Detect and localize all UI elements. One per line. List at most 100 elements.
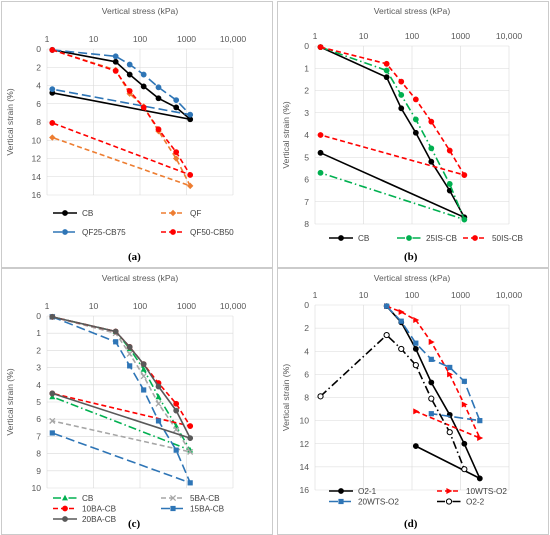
- x-tick-label: 100: [133, 34, 148, 44]
- series-line: [320, 46, 467, 177]
- y-tick-label: 4: [36, 380, 41, 390]
- x-tick-label: 1000: [177, 301, 196, 311]
- legend-marker: [169, 494, 177, 502]
- data-point: [398, 78, 405, 85]
- data-point: [461, 172, 468, 178]
- y-tick-label: 0: [304, 300, 309, 310]
- legend-marker: [169, 209, 177, 217]
- y-tick-label: 8: [36, 117, 41, 127]
- data-point: [173, 407, 180, 414]
- data-point: [140, 71, 147, 78]
- data-point: [112, 53, 119, 60]
- y-tick-label: 10: [299, 416, 309, 426]
- x-tick-label: 1000: [451, 290, 470, 300]
- data-point: [384, 303, 390, 309]
- x-tick-label: 100: [133, 301, 148, 311]
- y-tick-label: 7: [304, 197, 309, 207]
- y-tick-label: 0: [304, 41, 309, 51]
- data-point: [155, 383, 162, 390]
- data-point: [127, 363, 133, 369]
- data-point: [49, 393, 56, 400]
- chart-a: 1 10 100 1000 10,000 0 2 4 6 8 10 12 14 16 Vertical st…: [1, 1, 273, 268]
- series-line: [52, 316, 192, 440]
- data-point: [398, 105, 405, 112]
- y-tick-label: 14: [299, 462, 309, 472]
- data-point: [155, 95, 162, 102]
- data-point: [446, 181, 453, 187]
- legend-label: 20WTS-O2: [358, 498, 399, 507]
- data-point: [140, 361, 147, 368]
- series-line: [320, 46, 467, 220]
- x-axis-title: Vertical stress (kPa): [374, 273, 451, 283]
- data-point: [113, 339, 119, 345]
- data-point: [413, 340, 419, 346]
- y-tick-label: 8: [36, 449, 41, 459]
- y-tick-label: 10: [31, 135, 41, 145]
- data-point: [187, 435, 194, 442]
- data-point: [112, 328, 119, 335]
- legend-label: CB: [358, 234, 370, 243]
- panel-border: [277, 268, 549, 535]
- data-point: [413, 317, 420, 324]
- y-tick-label: 4: [304, 346, 309, 356]
- data-point: [461, 378, 467, 384]
- y-tick-label: 5: [304, 152, 309, 162]
- data-point: [413, 408, 420, 415]
- data-point: [412, 443, 419, 449]
- legend-label: QF50-CB50: [190, 228, 234, 237]
- y-tick-label: 5: [36, 397, 41, 407]
- x-tick-label: 10,000: [220, 301, 247, 311]
- chart-panel-d: 1 10 100 1000 10,000 0 2 4 6 8 10 12 14 16 Vertical st…: [277, 268, 549, 535]
- series-O2-2: [317, 331, 468, 473]
- y-tick-label: 0: [36, 311, 41, 321]
- legend-marker: [445, 498, 453, 505]
- data-point: [140, 366, 147, 372]
- data-point: [428, 158, 435, 165]
- x-tick-label: 100: [405, 290, 420, 300]
- legend: CB 25IS-CB 50IS-CB: [329, 234, 523, 243]
- x-tick-label: 1000: [451, 31, 470, 41]
- y-tick-label: 2: [304, 86, 309, 96]
- series-20BA-CB: [49, 313, 194, 442]
- data-point: [428, 145, 435, 152]
- data-point: [173, 447, 179, 453]
- data-point: [126, 61, 133, 68]
- x-tick-label: 1: [313, 290, 318, 300]
- data-point: [155, 126, 162, 133]
- data-point: [412, 346, 419, 352]
- legend-marker: [338, 498, 344, 505]
- series-QF50-CB50: [49, 47, 194, 178]
- y-tick-label: 16: [299, 485, 309, 495]
- data-point: [140, 104, 147, 111]
- data-point: [317, 393, 324, 400]
- legend-marker: [170, 229, 176, 235]
- data-point: [398, 345, 405, 353]
- series-20WTS-O2: [384, 303, 483, 424]
- x-tick-label: 10,000: [220, 34, 247, 44]
- chart-panel-a: 1 10 100 1000 10,000 0 2 4 6 8 10 12 14 16 Vertical st…: [1, 1, 273, 268]
- y-tick-label: 3: [36, 363, 41, 373]
- data-point: [461, 216, 468, 223]
- y-axis-title: Vertical strain (%): [281, 364, 291, 431]
- legend-label: 15BA-CB: [190, 505, 225, 514]
- data-point: [112, 58, 119, 65]
- data-point: [428, 339, 435, 345]
- legend-marker: [62, 229, 68, 235]
- data-point: [49, 430, 55, 436]
- data-point: [49, 313, 56, 320]
- y-tick-label: 1: [304, 63, 309, 73]
- legend: CB QF QF25-CB75 QF50-CB50: [53, 209, 234, 237]
- data-point: [187, 172, 194, 178]
- x-axis-title: Vertical stress (kPa): [102, 273, 179, 283]
- data-point: [461, 401, 468, 408]
- data-point: [446, 147, 453, 154]
- data-point: [398, 318, 404, 324]
- data-point: [428, 356, 434, 362]
- y-tick-label: 2: [36, 345, 41, 355]
- data-point: [428, 395, 435, 402]
- legend-label: 20BA-CB: [82, 515, 117, 524]
- y-tick-label: 6: [36, 414, 41, 424]
- data-point: [412, 362, 419, 369]
- y-tick-label: 16: [31, 190, 41, 200]
